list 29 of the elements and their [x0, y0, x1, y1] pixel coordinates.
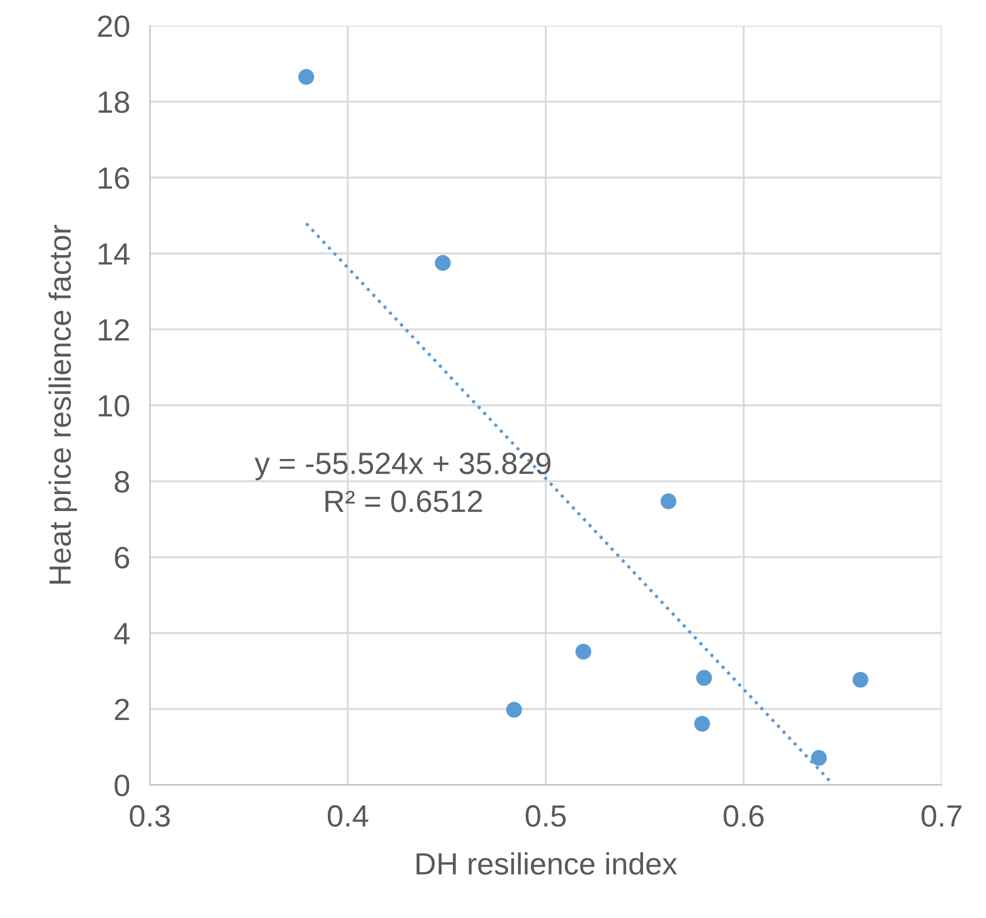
y-tick-label: 2: [114, 698, 129, 720]
point: [506, 702, 522, 718]
x-tick-label: 0.4: [328, 805, 368, 827]
x-tick-label: 0.7: [922, 805, 962, 827]
x-tick-label: 0.5: [526, 805, 566, 827]
x-tick-label: 0.3: [130, 805, 170, 827]
y-tick-label: 12: [98, 319, 129, 340]
point: [694, 716, 710, 732]
y-tick-label: 8: [114, 470, 130, 493]
annotation: y = -55.524x + 35.829: [254, 452, 550, 480]
point: [434, 255, 451, 271]
y-tick-label: 10: [98, 395, 130, 417]
x-axis-title: DH resilience index: [416, 852, 678, 875]
y-tick-label: 20: [98, 15, 130, 38]
point: [298, 69, 314, 85]
y-tick-label: 0: [114, 774, 130, 796]
y-tick-label: 6: [114, 546, 130, 569]
y-tick-label: 14: [98, 244, 130, 265]
point: [575, 644, 592, 660]
annotation: R² = 0.6512: [325, 490, 482, 512]
y-tick-label: 18: [98, 91, 130, 113]
y-axis-title: Heat price resilience factor: [48, 224, 77, 584]
y-tick-label: 4: [114, 623, 130, 644]
point: [852, 672, 868, 688]
y-tick-label: 16: [98, 167, 130, 189]
x-tick-label: 0.6: [724, 805, 764, 827]
point: [660, 493, 676, 510]
point: [810, 750, 827, 766]
point: [696, 670, 712, 686]
